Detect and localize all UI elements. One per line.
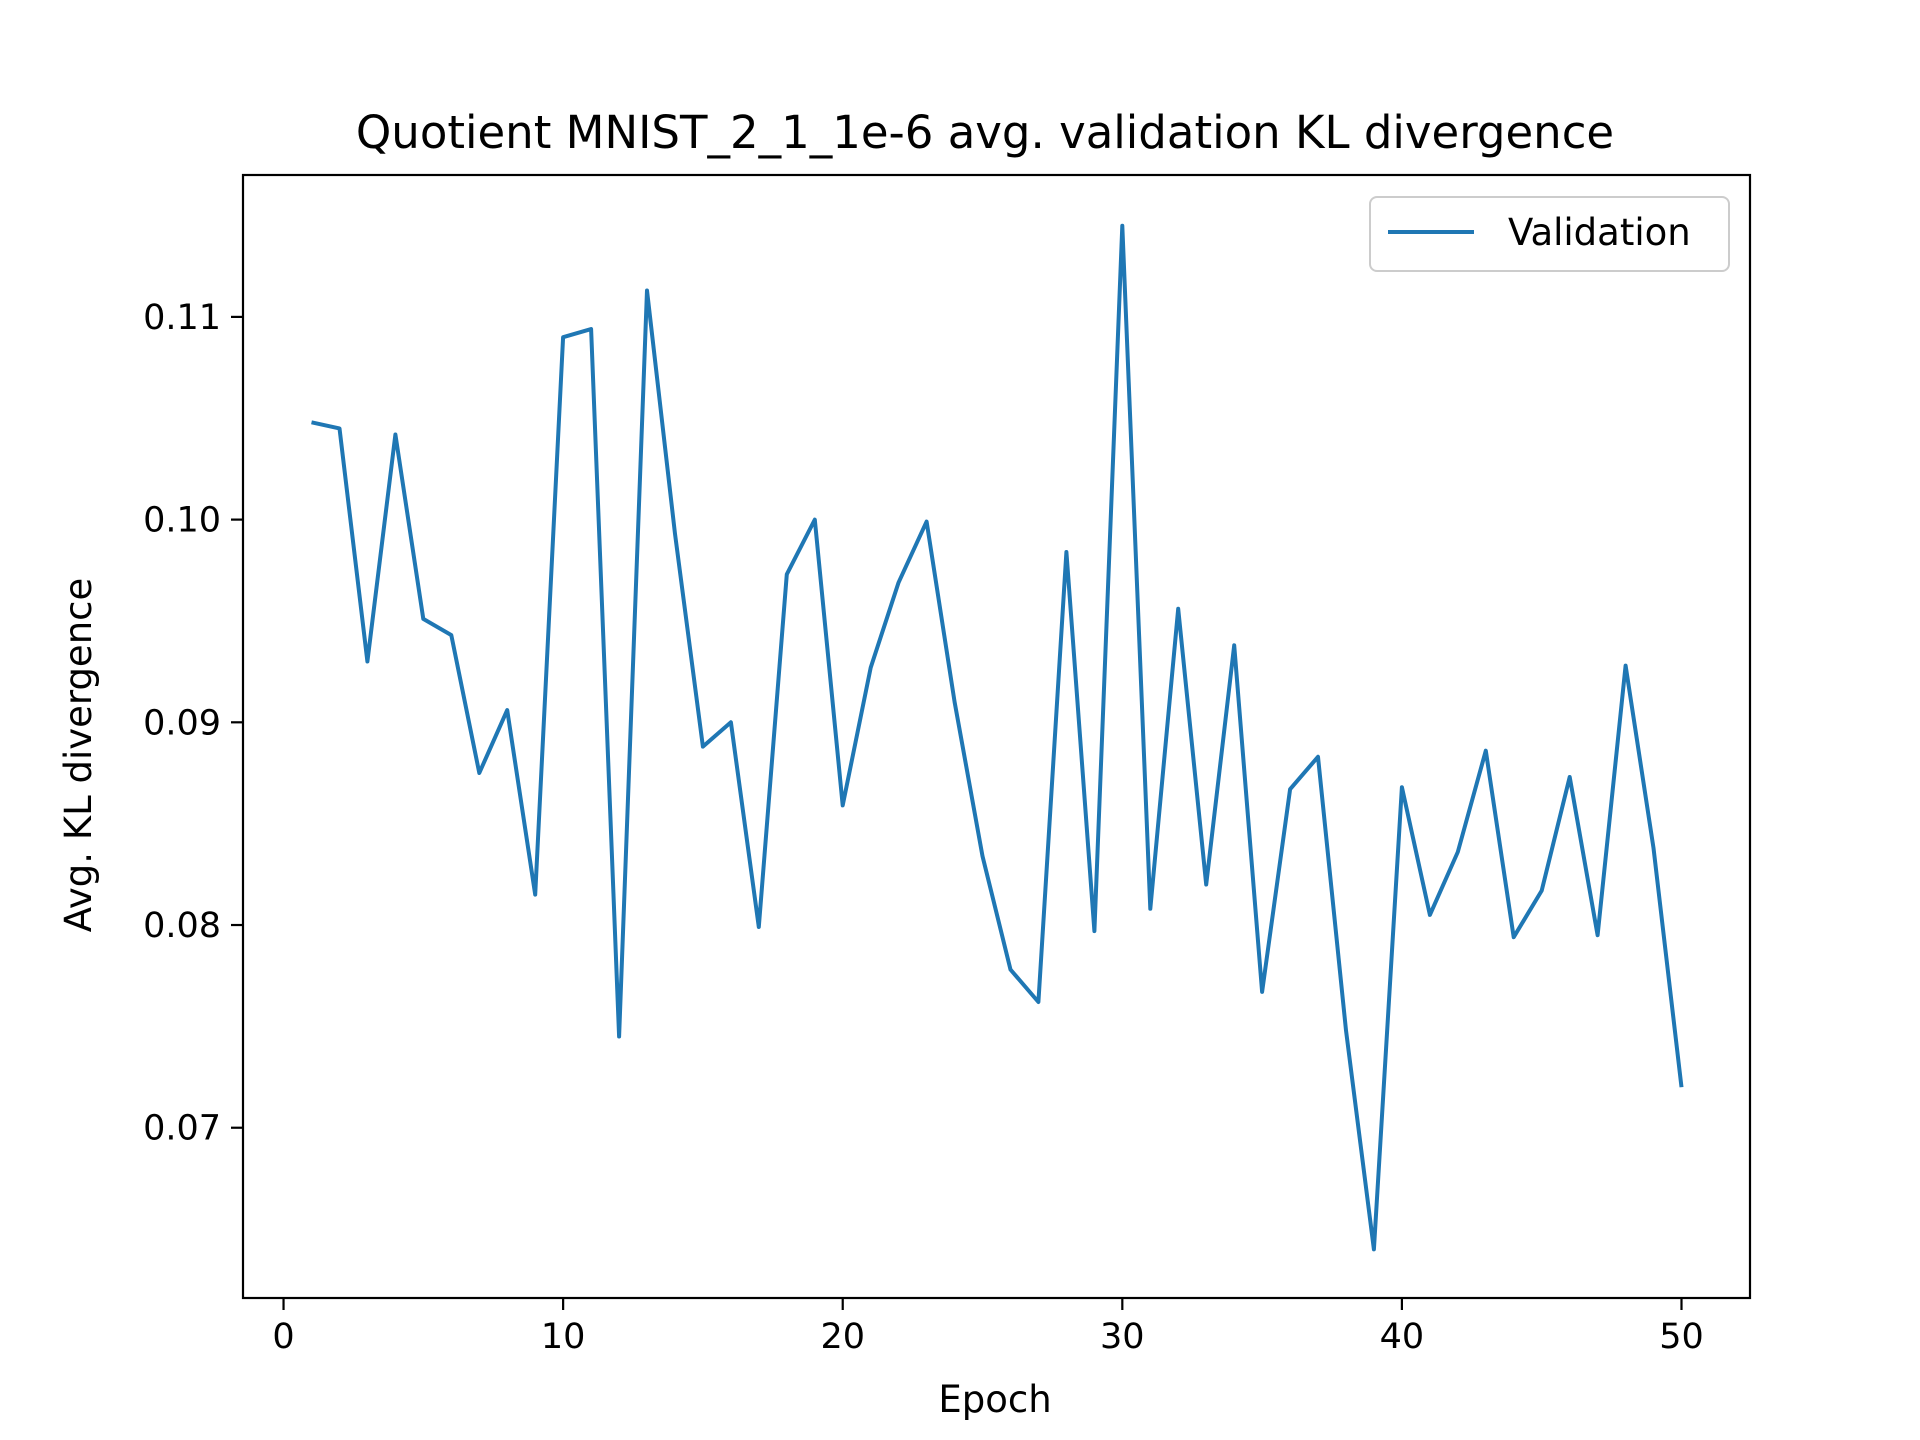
series-line-validation (311, 223, 1684, 1252)
plot-frame (241, 173, 1752, 1300)
y-tick-label: 0.07 (143, 1109, 221, 1149)
y-axis-label: Avg. KL divergence (57, 578, 100, 932)
y-tick-label: 0.08 (143, 906, 221, 946)
legend-label-validation: Validation (1508, 211, 1691, 254)
x-tick-label: 30 (1100, 1317, 1145, 1357)
x-axis-label: Epoch (938, 1378, 1051, 1421)
x-tick-label: 40 (1380, 1317, 1425, 1357)
x-tick-label: 10 (541, 1317, 586, 1357)
y-tick-label: 0.10 (143, 501, 221, 541)
x-tick-label: 50 (1659, 1317, 1704, 1357)
y-axis: 0.07 0.08 0.09 0.10 0.11 (143, 298, 243, 1149)
x-axis: 0 10 20 30 40 50 (272, 1298, 1704, 1357)
x-tick-label: 20 (820, 1317, 865, 1357)
legend-box (1369, 196, 1730, 272)
legend: Validation (1369, 196, 1730, 272)
x-tick-label: 0 (272, 1317, 294, 1357)
y-tick-label: 0.09 (143, 703, 221, 743)
y-tick-label: 0.11 (143, 298, 221, 338)
plot-area: 0 10 20 30 40 50 0.07 0.08 0.09 0.10 0.11 (143, 173, 1752, 1357)
chart-title: Quotient MNIST_2_1_1e-6 avg. validation … (356, 106, 1614, 159)
